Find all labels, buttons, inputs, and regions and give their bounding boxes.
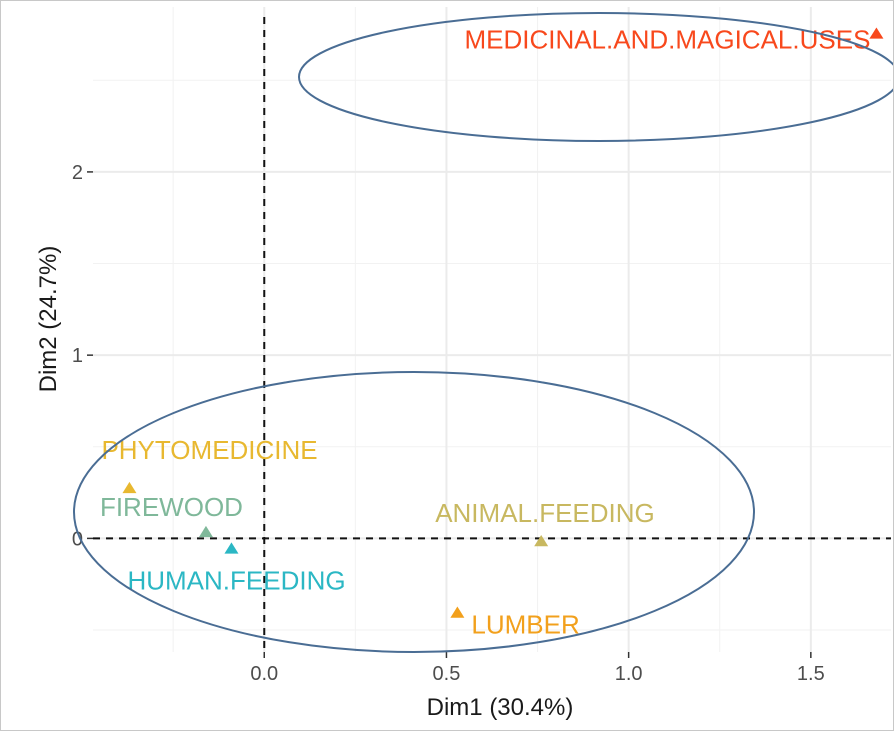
grid-layer [93,7,891,652]
x-tick-label: 0.5 [433,663,461,685]
y-tick-label: 1 [72,345,83,367]
point-marker [869,27,884,39]
x-axis-title: Dim1 (30.4%) [427,694,574,721]
points-layer [122,27,884,618]
point-marker [224,542,239,554]
point-label: MEDICINAL.AND.MAGICAL.USES [464,24,870,54]
y-tick-label: 2 [72,162,83,184]
point-label: FIREWOOD [100,492,243,522]
x-tick-label: 1.0 [615,663,643,685]
x-tick-label: 0.0 [250,663,278,685]
reference-lines [93,17,891,652]
y-tick-label: 0 [72,528,83,550]
axis-layer: 0.0 0.5 1.0 1.5 0 1 2 [72,162,825,685]
point-label: LUMBER [471,610,579,640]
point-marker [198,525,213,538]
point-label: PHYTOMEDICINE [101,435,317,465]
annotation-ellipses [73,12,894,653]
annotation-ellipse [73,371,755,653]
point-marker [534,535,549,547]
annotation-ellipse [298,12,894,142]
point-label: HUMAN.FEEDING [127,565,345,595]
point-marker [450,606,465,618]
point-labels-layer: MEDICINAL.AND.MAGICAL.USES PHYTOMEDICINE F… [100,24,870,639]
point-marker [122,481,137,494]
point-label: ANIMAL.FEEDING [435,498,655,528]
y-axis-title: Dim2 (24.7%) [35,246,62,393]
x-tick-label: 1.5 [797,663,825,685]
